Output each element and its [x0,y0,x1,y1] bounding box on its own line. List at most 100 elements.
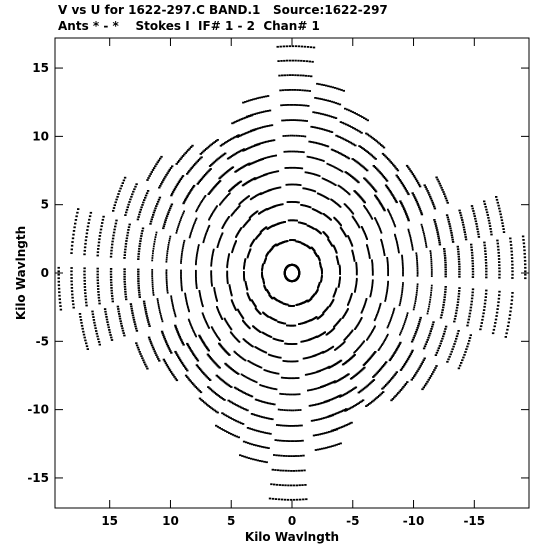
uv-point [172,308,175,311]
uv-point [242,117,245,120]
uv-point [334,102,338,104]
uv-point [323,447,326,450]
uv-point [271,403,275,405]
uv-point [339,273,341,275]
uv-point [358,346,361,349]
uv-point [262,95,266,98]
uv-point [353,405,356,407]
uv-point [329,445,332,448]
uv-point [228,193,230,196]
uv-point [335,443,338,446]
uv-point [189,348,192,351]
uv-point [444,266,447,269]
uv-point [269,172,271,174]
uv-point [217,376,221,379]
uv-point [199,337,202,340]
uv-point [295,304,298,306]
uv-point [318,370,321,372]
uv-point [310,297,313,299]
uv-point [117,310,120,313]
uv-point [290,377,293,380]
uv-point [296,277,299,279]
uv-point [271,387,274,390]
uv-point [451,348,454,351]
uv-point [213,289,216,292]
uv-point [508,314,512,316]
uv-point [83,336,86,339]
uv-point [202,372,205,374]
uv-point [486,214,489,216]
uv-point [218,239,221,241]
uv-point [357,114,360,116]
uv-point [425,246,428,248]
uv-point [269,139,273,142]
uv-point [436,233,440,235]
uv-point [209,144,212,147]
uv-point [400,330,403,333]
uv-point [256,97,259,100]
uv-point [216,375,220,378]
uv-point [197,366,201,369]
uv-point [281,203,284,206]
uv-point [355,283,358,286]
uv-point [358,321,360,324]
uv-point [387,208,389,211]
uv-point [205,346,208,348]
uv-point [365,405,368,407]
uv-point [196,252,199,254]
uv-point [371,279,374,282]
uv-point [374,190,378,193]
uv-point [224,197,227,199]
uv-point [296,74,300,77]
uv-point [467,318,470,321]
uv-point [338,103,342,106]
uv-point [325,179,327,181]
uv-point [299,167,302,170]
uv-point [355,280,358,282]
uv-point [210,259,213,262]
uv-point [430,260,433,263]
uv-point [398,179,402,181]
uv-point [371,282,374,284]
uv-point [211,211,214,214]
uv-point [102,215,105,218]
uv-point [276,170,278,173]
uv-point [292,343,295,345]
uv-point [250,395,254,398]
uv-point [299,184,302,186]
uv-point [325,400,328,403]
uv-point [230,401,233,404]
uv-point [406,191,409,194]
uv-point [381,174,385,177]
uv-point [506,325,510,327]
uv-point [218,427,221,429]
uv-point [366,338,368,341]
uv-point [137,253,140,255]
uv-point [296,424,299,427]
uv-point [123,278,126,281]
uv-point [282,455,286,457]
uv-point [165,274,168,277]
uv-point [98,238,101,241]
uv-point [151,283,154,286]
uv-point [180,215,183,218]
uv-point [355,268,358,271]
uv-point [261,431,265,434]
uv-point [193,355,197,358]
uv-point [257,112,260,114]
uv-point [293,134,296,137]
uv-point [316,82,319,85]
uv-point [167,248,169,250]
uv-point [205,347,209,349]
uv-point [215,363,218,366]
uv-point [132,316,135,319]
uv-point [334,184,337,186]
uv-point [212,390,215,393]
uv-point [196,209,198,211]
uv-point [397,250,400,252]
uv-point [490,233,493,236]
uv-point [217,337,220,339]
uv-point [188,310,190,313]
uv-point [189,190,192,193]
uv-point [420,223,423,226]
